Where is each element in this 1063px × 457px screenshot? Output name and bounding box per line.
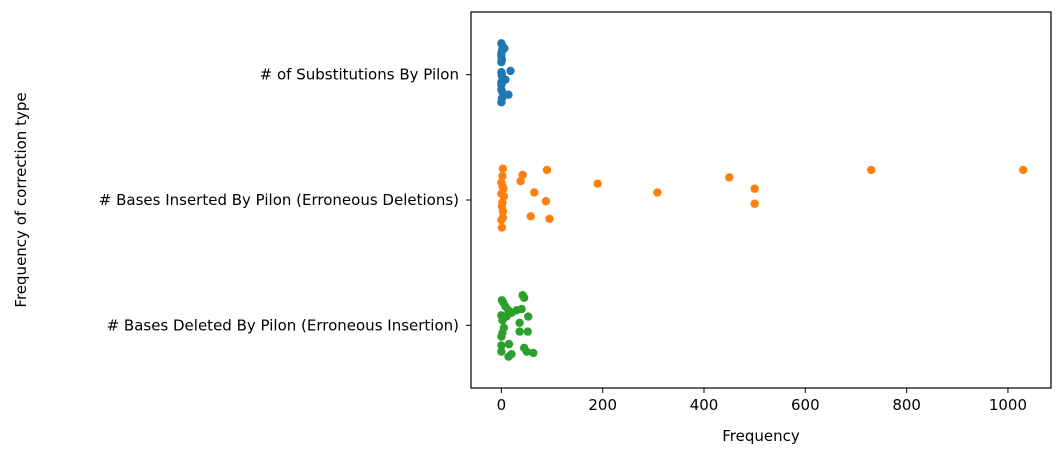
data-point — [750, 199, 759, 208]
data-point — [524, 312, 533, 321]
y-tick-label: # Bases Deleted By Pilon (Erroneous Inse… — [107, 316, 459, 334]
x-tick-label: 200 — [588, 396, 617, 414]
y-ticks: # of Substitutions By Pilon # Bases Inser… — [99, 66, 471, 334]
data-point — [515, 327, 524, 336]
data-point — [523, 327, 532, 336]
data-point — [497, 332, 506, 341]
data-point — [497, 341, 506, 350]
axes-layer — [470, 11, 1052, 389]
x-tick-label: 1000 — [989, 396, 1027, 414]
x-tick-label: 600 — [791, 396, 820, 414]
data-point — [530, 188, 539, 197]
data-point — [498, 207, 508, 216]
data-point — [497, 57, 506, 67]
data-point — [653, 188, 662, 197]
data-point — [593, 179, 602, 188]
x-ticks: 0 200 400 600 800 1000 — [497, 388, 1027, 414]
data-point — [1018, 165, 1028, 175]
data-point — [725, 173, 734, 182]
y-tick-label: # Bases Inserted By Pilon (Erroneous Del… — [99, 191, 459, 209]
data-point — [504, 352, 513, 361]
data-point — [542, 165, 552, 175]
x-axis-label: Frequency — [722, 427, 800, 445]
points-layer — [497, 39, 1028, 361]
data-point — [497, 70, 507, 79]
data-point — [498, 164, 508, 173]
data-point — [497, 98, 506, 107]
plot-frame — [470, 11, 1052, 389]
data-point — [516, 177, 525, 186]
x-tick-label: 0 — [497, 396, 507, 414]
data-point — [504, 339, 514, 349]
data-point — [497, 223, 507, 232]
data-point — [541, 197, 551, 206]
data-point — [545, 214, 554, 223]
data-point — [519, 293, 529, 302]
y-axis-label: Frequency of correction type — [12, 92, 30, 307]
data-point — [498, 316, 507, 325]
x-tick-label: 800 — [892, 396, 921, 414]
data-point — [526, 212, 535, 221]
data-point — [515, 318, 524, 328]
data-point — [866, 165, 876, 175]
data-point — [498, 171, 507, 181]
data-point — [497, 347, 506, 356]
data-point — [499, 192, 509, 201]
data-point — [506, 66, 515, 76]
data-point — [529, 348, 538, 358]
x-tick-label: 400 — [690, 396, 719, 414]
data-point — [504, 90, 513, 99]
data-point — [750, 184, 759, 193]
data-point — [497, 215, 506, 225]
data-point — [522, 347, 531, 356]
y-tick-label: # of Substitutions By Pilon — [260, 66, 459, 84]
